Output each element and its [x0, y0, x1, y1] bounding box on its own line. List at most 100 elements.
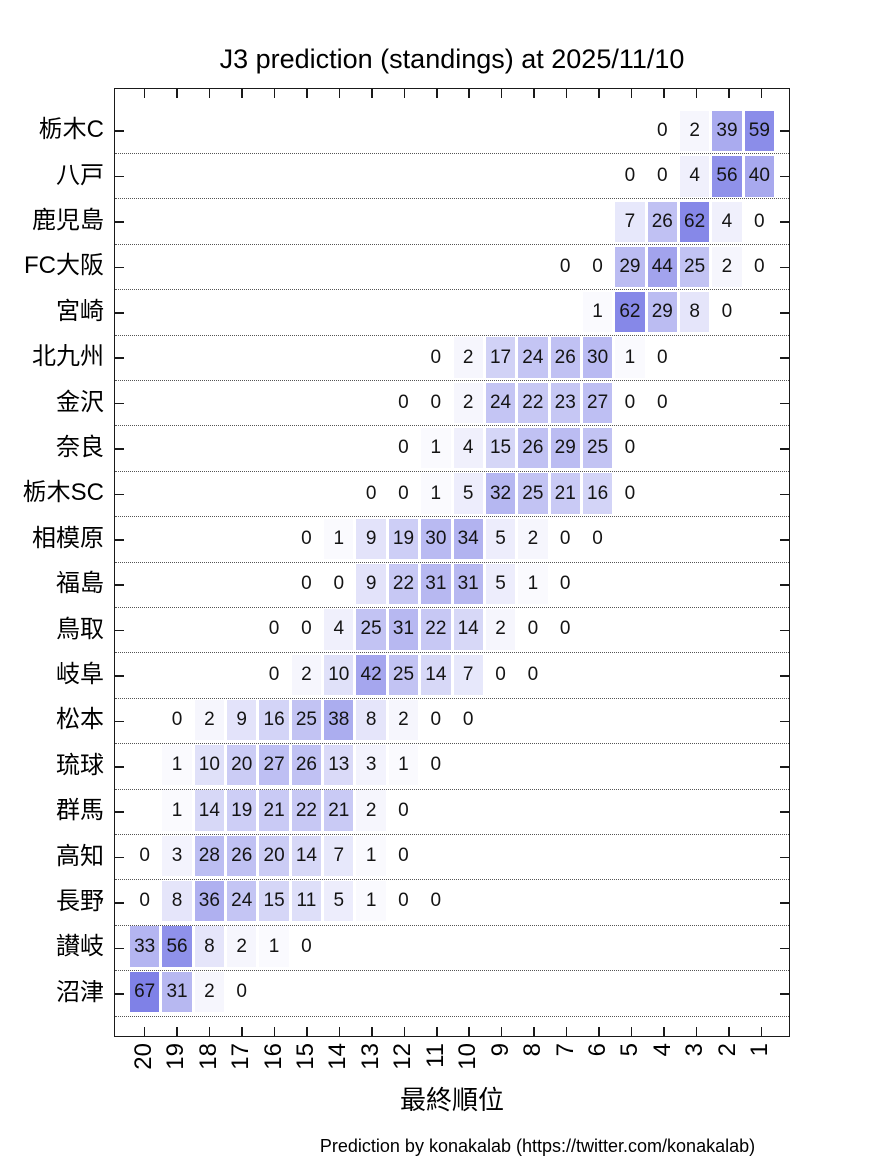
heatmap-cell	[551, 926, 580, 966]
y-axis-tick	[780, 811, 789, 813]
heatmap-cell	[745, 790, 774, 830]
heatmap-cell	[324, 972, 353, 1012]
heatmap-cell	[518, 745, 547, 785]
heatmap-cell	[712, 473, 741, 513]
heatmap-cell: 21	[324, 790, 354, 831]
heatmap-cell: 22	[421, 609, 451, 650]
heatmap-cell	[324, 473, 353, 513]
heatmap-cell	[292, 972, 321, 1012]
heatmap-cell: 2	[194, 971, 225, 1012]
heatmap-cell: 3	[356, 745, 386, 786]
heatmap-cell	[712, 700, 741, 740]
row-separator-line	[115, 425, 789, 427]
heatmap-cell: 1	[162, 790, 192, 831]
row-separator-line	[115, 970, 789, 972]
heatmap-cell	[162, 247, 191, 287]
heatmap-cell	[712, 790, 741, 830]
y-axis-tick	[115, 811, 124, 813]
heatmap-cell	[680, 428, 709, 468]
x-axis-tick	[630, 1027, 633, 1036]
row-separator-line	[115, 697, 789, 699]
heatmap-cell	[551, 881, 580, 921]
y-axis-tick	[115, 675, 124, 677]
heatmap-cell	[130, 519, 159, 559]
heatmap-cell	[130, 790, 159, 830]
heatmap-cell	[259, 111, 288, 151]
heatmap-cell	[195, 383, 224, 423]
heatmap-cell	[518, 881, 547, 921]
y-axis-tick	[780, 539, 789, 541]
x-axis-tick	[338, 1027, 341, 1036]
heatmap-cell: 0	[582, 518, 613, 559]
heatmap-cell	[324, 383, 353, 423]
row-separator-line	[115, 743, 789, 745]
heatmap-cell: 2	[518, 518, 548, 559]
heatmap-cell	[195, 202, 224, 242]
heatmap-cell: 25	[388, 654, 419, 695]
heatmap-cell: 2	[485, 609, 516, 650]
heatmap-cell	[227, 655, 256, 695]
x-axis-tick	[371, 1027, 373, 1036]
heatmap-cell	[356, 111, 385, 151]
heatmap-cell	[162, 202, 191, 242]
heatmap-cell	[712, 383, 741, 423]
y-axis-tick	[780, 357, 789, 359]
y-axis-tick	[780, 448, 789, 450]
heatmap-cell	[680, 881, 709, 921]
heatmap-cell	[615, 700, 644, 740]
heatmap-cell: 0	[550, 518, 580, 559]
heatmap-cell	[421, 202, 450, 242]
heatmap-cell: 0	[130, 835, 160, 877]
heatmap-cell	[745, 881, 774, 921]
heatmap-cell	[648, 473, 677, 513]
heatmap-cell	[648, 881, 677, 921]
heatmap-cell	[195, 111, 224, 151]
heatmap-cell: 7	[453, 654, 483, 695]
heatmap-cell	[259, 428, 288, 468]
x-axis-tick	[403, 89, 406, 98]
heatmap-cell	[195, 337, 224, 377]
heatmap-cell: 29	[647, 292, 677, 333]
heatmap-cell: 5	[485, 518, 516, 559]
heatmap-cell	[680, 473, 709, 513]
heatmap-cell	[259, 519, 288, 559]
row-separator-line	[115, 470, 789, 472]
heatmap-cell: 24	[518, 337, 548, 378]
heatmap-cell	[712, 337, 741, 377]
heatmap-cell: 2	[679, 111, 710, 152]
heatmap-cell	[745, 564, 774, 604]
heatmap-cell: 25	[291, 699, 322, 741]
heatmap-cell	[518, 202, 547, 242]
heatmap-cell	[518, 790, 547, 830]
heatmap-cell: 1	[259, 926, 289, 967]
x-axis-tick	[241, 89, 243, 98]
heatmap-cell	[195, 428, 224, 468]
heatmap-cell: 20	[259, 835, 289, 877]
heatmap-cell	[292, 247, 321, 287]
heatmap-cell: 2	[388, 699, 419, 741]
heatmap-cell	[227, 202, 256, 242]
heatmap-cell: 14	[421, 654, 451, 695]
y-axis-tick	[115, 402, 124, 405]
heatmap-cell	[583, 202, 612, 242]
heatmap-cell: 23	[550, 382, 580, 424]
row-separator-line	[115, 152, 789, 154]
heatmap-cell: 24	[227, 881, 257, 922]
heatmap-cell	[259, 473, 288, 513]
heatmap-cell	[162, 383, 191, 423]
heatmap-cell: 2	[453, 382, 483, 424]
heatmap-cell	[551, 202, 580, 242]
x-axis-tick	[565, 1027, 568, 1036]
x-axis-tick	[338, 89, 341, 98]
heatmap-cell	[583, 111, 612, 151]
heatmap-cell	[259, 972, 288, 1012]
row-separator-line	[115, 198, 789, 200]
heatmap-cell: 0	[485, 654, 516, 695]
heatmap-cell	[712, 428, 741, 468]
heatmap-cell	[583, 972, 612, 1012]
heatmap-cell: 19	[227, 790, 257, 831]
heatmap-cell	[454, 926, 483, 966]
heatmap-cell	[583, 926, 612, 966]
y-axis-tick	[780, 493, 789, 496]
heatmap-cell: 2	[453, 337, 483, 378]
